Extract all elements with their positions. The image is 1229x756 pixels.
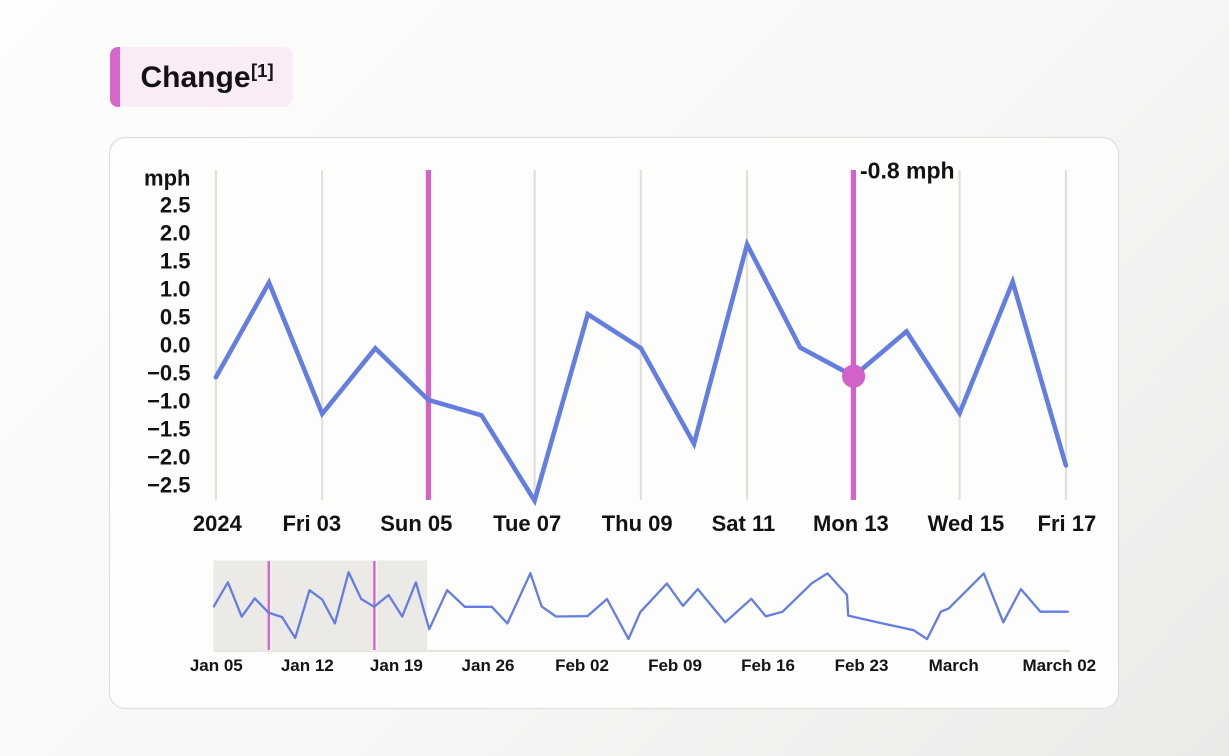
svg-text:Feb 02: Feb 02 — [555, 656, 609, 675]
svg-text:Tue 07: Tue 07 — [493, 511, 561, 536]
svg-text:−1.5: −1.5 — [147, 417, 190, 442]
svg-text:[1]: [1] — [251, 60, 274, 81]
svg-text:Jan 19: Jan 19 — [370, 656, 423, 675]
svg-text:Jan 05: Jan 05 — [190, 656, 243, 675]
svg-text:2.0: 2.0 — [160, 221, 191, 246]
svg-text:Change: Change — [141, 61, 251, 94]
svg-text:1.0: 1.0 — [160, 277, 191, 302]
svg-text:−2.0: −2.0 — [147, 445, 190, 470]
svg-text:-0.8 mph: -0.8 mph — [860, 158, 955, 184]
svg-text:0.5: 0.5 — [160, 305, 191, 330]
svg-text:−1.0: −1.0 — [147, 389, 190, 414]
svg-text:1.5: 1.5 — [160, 249, 191, 274]
svg-text:mph: mph — [144, 166, 190, 191]
svg-text:2.5: 2.5 — [160, 193, 191, 218]
svg-text:0.0: 0.0 — [160, 333, 191, 358]
svg-text:2024: 2024 — [193, 511, 243, 536]
svg-text:−0.5: −0.5 — [147, 361, 190, 386]
svg-text:Feb 16: Feb 16 — [741, 656, 795, 675]
svg-text:Feb 09: Feb 09 — [648, 656, 702, 675]
svg-text:Mon 13: Mon 13 — [813, 511, 889, 536]
svg-text:Thu 09: Thu 09 — [602, 511, 673, 536]
svg-text:March: March — [929, 656, 979, 675]
svg-text:Sat 11: Sat 11 — [712, 511, 776, 536]
svg-text:Sun 05: Sun 05 — [380, 511, 452, 536]
svg-text:Fri 03: Fri 03 — [282, 511, 341, 536]
svg-text:Jan 12: Jan 12 — [281, 656, 334, 675]
svg-text:Fri 17: Fri 17 — [1038, 511, 1097, 536]
svg-text:Feb 23: Feb 23 — [835, 656, 889, 675]
svg-text:−2.5: −2.5 — [147, 473, 190, 498]
svg-text:March 02: March 02 — [1022, 656, 1096, 675]
svg-text:Wed 15: Wed 15 — [928, 511, 1005, 536]
svg-text:Jan 26: Jan 26 — [462, 656, 515, 675]
